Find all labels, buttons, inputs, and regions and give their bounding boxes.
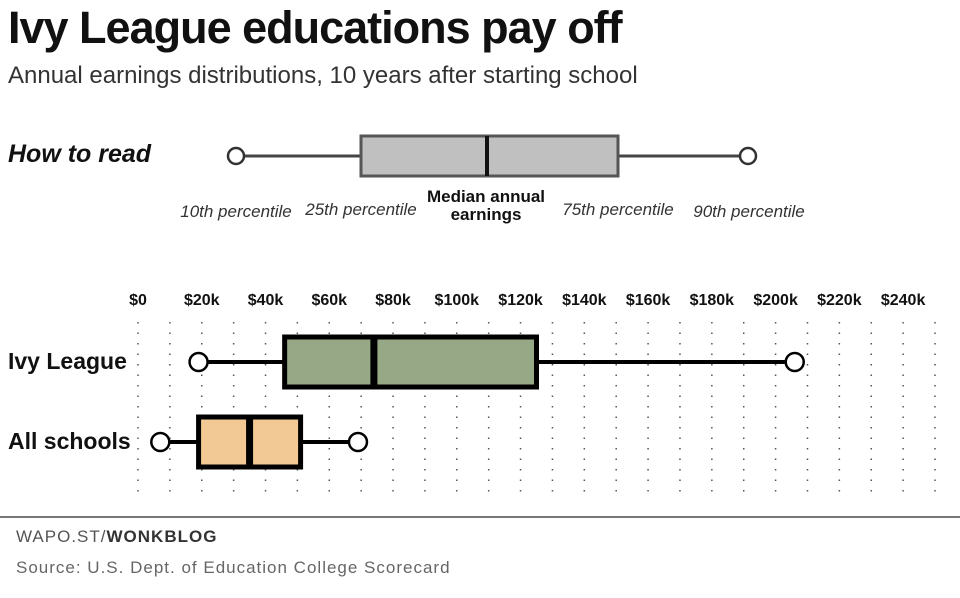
legend-box bbox=[359, 134, 620, 178]
credit-bold: WONKBLOG bbox=[106, 527, 218, 546]
legend-box-example bbox=[226, 134, 758, 178]
source-note: Source: U.S. Dept. of Education College … bbox=[16, 558, 451, 577]
x-tick-label: $100k bbox=[434, 292, 480, 309]
x-tick-label: $180k bbox=[689, 292, 735, 309]
how-to-read-label: How to read bbox=[8, 140, 152, 168]
box-all-schools bbox=[150, 414, 369, 470]
x-tick-label: $140k bbox=[562, 292, 607, 309]
legend-p75-label: 75th percentile bbox=[562, 200, 674, 219]
x-tick-label: $0 bbox=[129, 292, 147, 309]
row-label-ivy-league: Ivy League bbox=[8, 348, 127, 374]
p90-marker bbox=[784, 351, 805, 373]
legend-p10-label: 10th percentile bbox=[180, 202, 292, 221]
box-ivy-league bbox=[188, 334, 805, 390]
legend-p90-label: 90th percentile bbox=[693, 202, 805, 221]
credit: WAPO.ST/WONKBLOG bbox=[16, 527, 217, 547]
legend-p90-circle bbox=[738, 146, 758, 166]
row-label-all-schools: All schools bbox=[8, 428, 131, 454]
footer-divider bbox=[0, 516, 960, 518]
p90-marker bbox=[347, 431, 369, 453]
legend-median-label: Median annual earnings bbox=[426, 187, 546, 224]
p10-marker bbox=[188, 351, 209, 373]
x-tick-label: $120k bbox=[498, 292, 543, 309]
x-tick-label: $220k bbox=[817, 292, 862, 309]
x-tick-label: $40k bbox=[247, 292, 284, 309]
p10-marker bbox=[150, 431, 171, 453]
x-tick-label: $20k bbox=[183, 292, 220, 309]
x-tick-label: $160k bbox=[625, 292, 671, 309]
x-tick-label: $60k bbox=[311, 292, 348, 309]
x-tick-label: $200k bbox=[753, 292, 798, 309]
legend-p10-circle bbox=[226, 146, 246, 166]
credit-prefix: WAPO.ST/ bbox=[16, 527, 107, 546]
chart-title: Ivy League educations pay off bbox=[8, 2, 623, 53]
chart-subtitle: Annual earnings distributions, 10 years … bbox=[8, 62, 638, 89]
x-tick-label: $240k bbox=[880, 292, 926, 309]
legend-p25-label: 25th percentile bbox=[305, 200, 417, 219]
x-tick-label: $80k bbox=[375, 292, 411, 309]
iqr-box bbox=[282, 334, 540, 390]
